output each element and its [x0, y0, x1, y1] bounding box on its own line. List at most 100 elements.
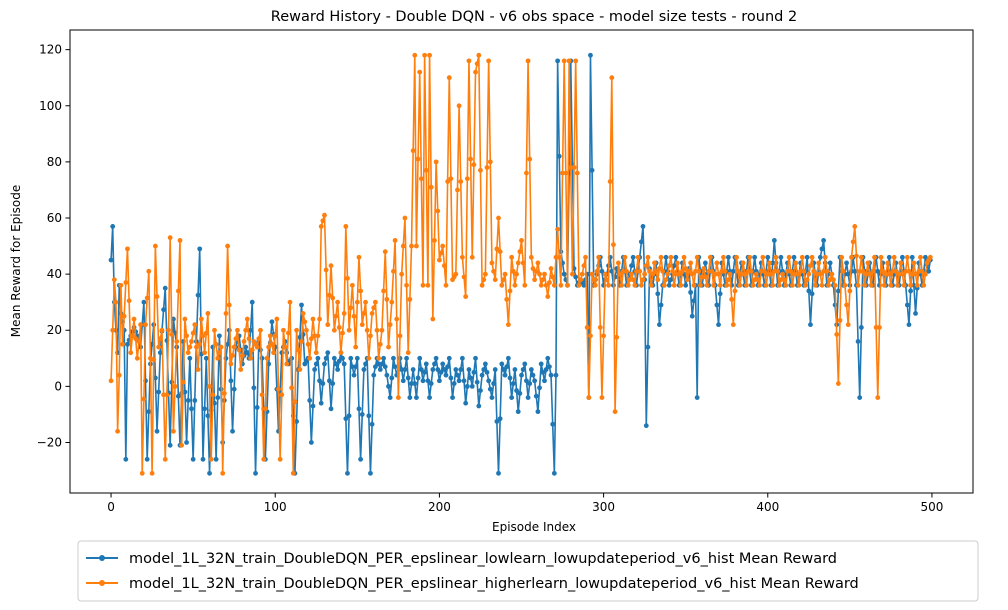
series-1-point	[466, 367, 472, 372]
series-2-point	[118, 282, 124, 288]
series-1-point	[322, 361, 327, 367]
series-1-point	[514, 388, 519, 393]
series-2-point	[702, 274, 708, 280]
series-2-point	[583, 254, 588, 260]
series-2-point	[133, 336, 139, 342]
series-2-point	[927, 254, 933, 260]
series-2-point	[128, 350, 134, 356]
series-2-point	[494, 246, 500, 252]
series-1-point	[346, 413, 352, 419]
series-1-point	[913, 311, 918, 316]
series-2-point	[433, 159, 439, 165]
series-2-point	[854, 253, 859, 259]
series-2-point	[394, 316, 400, 322]
series-2-point	[238, 367, 244, 372]
series-1-point	[478, 388, 483, 393]
series-2-point	[550, 274, 556, 280]
series-2-point	[328, 263, 334, 269]
series-1-point	[167, 442, 173, 448]
series-1-point	[771, 238, 777, 243]
series-2-point	[330, 295, 336, 301]
series-2-point	[832, 282, 838, 288]
series-2-point	[709, 268, 715, 274]
series-2-point	[376, 355, 382, 361]
series-1-point	[504, 364, 510, 370]
series-2-point	[542, 271, 547, 277]
series-2-point	[901, 282, 907, 288]
series-2-point	[364, 327, 370, 333]
series-1-point	[551, 470, 557, 476]
series-2-point	[566, 58, 572, 64]
series-1-point	[450, 395, 455, 400]
series-1-point	[528, 367, 534, 372]
series-2-point	[520, 260, 526, 266]
series-2-point	[609, 75, 615, 81]
series-2-point	[753, 271, 759, 277]
series-1-point	[922, 254, 928, 260]
series-1-point	[448, 375, 454, 381]
series-2-point	[752, 277, 758, 283]
series-2-point	[785, 268, 790, 274]
series-2-point	[248, 355, 254, 361]
plot-frame	[69, 29, 974, 494]
series-2-point	[195, 367, 201, 372]
series-1-point	[389, 375, 395, 381]
series-2-point	[757, 282, 762, 288]
series-2-point	[134, 355, 140, 361]
series-2-point	[437, 257, 442, 263]
series-1-point	[527, 381, 533, 386]
series-2-point	[182, 316, 188, 322]
legend-label-series-2: model_1L_32N_train_DoubleDQN_PER_epsline…	[129, 576, 859, 592]
series-2-point	[584, 325, 590, 330]
series-2-point	[771, 268, 777, 274]
series-1-point	[190, 456, 196, 462]
series-2-point	[115, 428, 121, 434]
series-1-point	[556, 153, 562, 159]
series-2-point	[822, 254, 828, 260]
series-2-point	[354, 299, 360, 305]
series-1-point	[683, 282, 689, 288]
series-2-point	[333, 313, 339, 319]
series-2-point	[824, 268, 830, 274]
series-1-point	[532, 378, 538, 384]
series-1-point	[110, 224, 116, 229]
series-2-point	[235, 327, 240, 333]
series-2-point	[735, 268, 741, 274]
series-2-point	[438, 250, 444, 256]
series-2-point	[430, 316, 436, 322]
series-2-point	[921, 282, 927, 288]
series-1-point	[418, 367, 424, 372]
series-2-point	[341, 311, 347, 316]
series-2-point	[657, 266, 662, 271]
series-2-point	[512, 282, 518, 288]
series-1-point	[524, 378, 529, 384]
series-2-point	[402, 215, 408, 221]
series-1-point	[249, 299, 255, 305]
series-2-point	[285, 330, 291, 336]
series-2-point	[231, 344, 237, 350]
series-1-point	[441, 367, 447, 372]
series-2-point	[312, 333, 318, 339]
series-2-point	[152, 243, 158, 249]
series-1-point	[422, 369, 428, 375]
series-2-point	[441, 263, 447, 269]
series-2-point	[446, 75, 452, 81]
series-2-point	[292, 399, 298, 405]
series-2-point	[653, 268, 659, 274]
series-2-point	[159, 327, 165, 333]
series-2-point	[706, 268, 712, 274]
series-2-point	[591, 277, 597, 283]
y-axis: −20 0 20 40 60 80 100 120	[37, 43, 70, 449]
series-2-point	[374, 327, 380, 333]
series-1-point	[175, 393, 181, 399]
series-2-point	[865, 260, 871, 266]
series-1-point	[202, 406, 208, 412]
series-1-point	[496, 470, 501, 476]
series-1-point	[852, 268, 858, 274]
series-2-point	[553, 254, 559, 260]
series-2-point	[637, 268, 643, 274]
series-2-point	[712, 271, 718, 277]
series-2-point	[192, 322, 198, 328]
series-2-point	[499, 282, 505, 288]
series-2-point	[665, 271, 671, 277]
